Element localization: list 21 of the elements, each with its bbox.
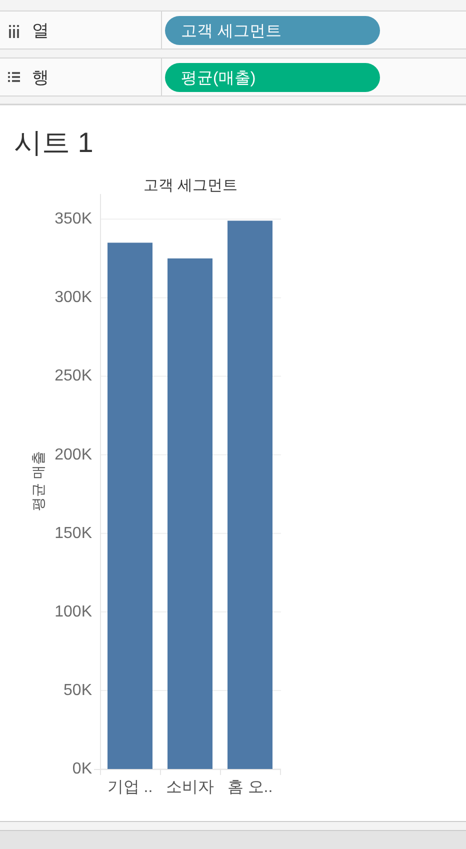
- text: 열: [32, 21, 49, 40]
- text: 고객 세그먼트: [181, 23, 282, 40]
- bar: [108, 242, 152, 769]
- text: 평균(매출): [181, 70, 256, 87]
- y-axis-title: 평균 매출: [30, 451, 46, 511]
- y-tick-label: 200K: [54, 446, 92, 464]
- y-tick-label: 100K: [54, 603, 92, 620]
- x-tick-label: 소비자: [166, 779, 214, 796]
- bar: [228, 220, 272, 769]
- y-tick-label: 250K: [54, 368, 92, 385]
- y-tick-label: 0K: [72, 760, 92, 778]
- y-tick-label: 350K: [54, 210, 92, 228]
- text: 행: [32, 68, 49, 87]
- y-tick-label: 150K: [54, 524, 92, 542]
- chart-title: 시트 1: [14, 127, 94, 158]
- x-tick-label: 홈 오..: [227, 779, 273, 796]
- bar: [168, 258, 212, 769]
- x-axis-title: 고객 세그먼트: [143, 177, 238, 194]
- y-tick-label: 300K: [54, 289, 92, 306]
- x-tick-label: 기업 ..: [107, 779, 153, 796]
- y-tick-label: 50K: [64, 682, 92, 699]
